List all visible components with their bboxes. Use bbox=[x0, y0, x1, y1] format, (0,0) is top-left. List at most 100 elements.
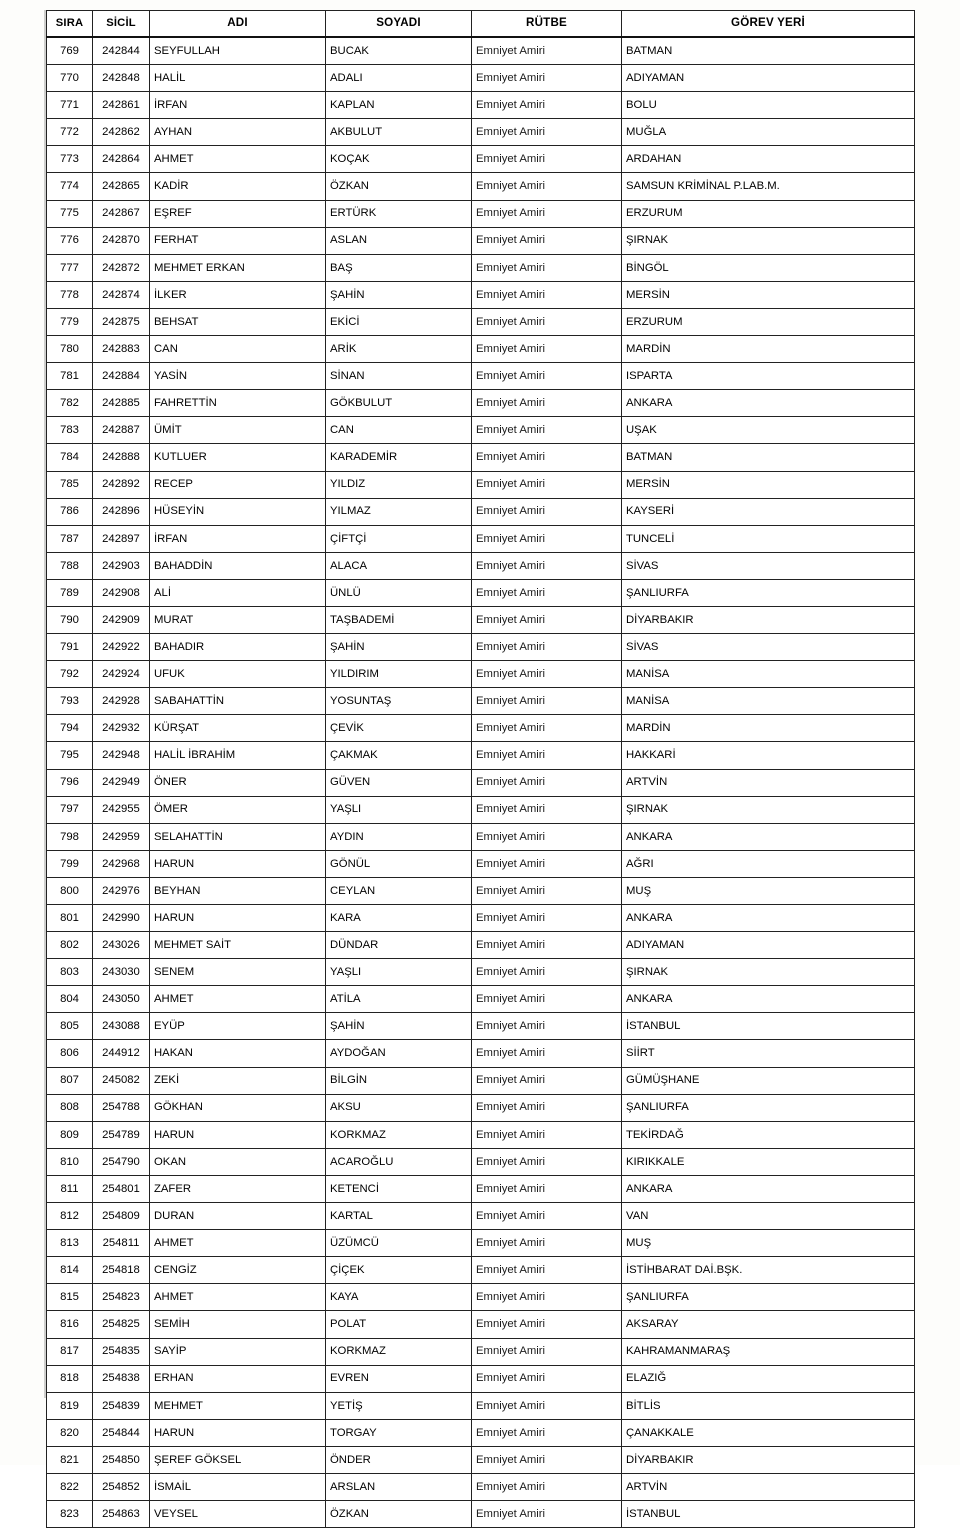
cell-rutbe: Emniyet Amiri bbox=[471, 1093, 622, 1122]
cell-sira: 777 bbox=[46, 253, 93, 282]
cell-adi: AHMET bbox=[149, 1283, 326, 1312]
cell-adi: KADİR bbox=[149, 172, 326, 201]
cell-soyadi: BAŞ bbox=[325, 253, 472, 282]
cell-rutbe: Emniyet Amiri bbox=[471, 1337, 622, 1366]
cell-sicil: 242884 bbox=[92, 362, 150, 391]
cell-sira: 769 bbox=[46, 36, 93, 66]
cell-soyadi: ÇİFTÇİ bbox=[325, 524, 472, 553]
cell-adi: FERHAT bbox=[149, 226, 326, 255]
cell-rutbe: Emniyet Amiri bbox=[471, 1418, 622, 1447]
cell-rutbe: Emniyet Amiri bbox=[471, 849, 622, 878]
cell-sicil: 242924 bbox=[92, 660, 150, 689]
cell-adi: SENEM bbox=[149, 958, 326, 987]
cell-rutbe: Emniyet Amiri bbox=[471, 1364, 622, 1393]
cell-soyadi: ÇİÇEK bbox=[325, 1256, 472, 1285]
cell-soyadi: ACAROĞLU bbox=[325, 1147, 472, 1176]
cell-sira: 821 bbox=[46, 1445, 93, 1474]
cell-rutbe: Emniyet Amiri bbox=[471, 795, 622, 824]
cell-sira: 785 bbox=[46, 470, 93, 499]
cell-gorev-yeri: ÇANAKKALE bbox=[621, 1418, 915, 1447]
cell-sicil: 242883 bbox=[92, 335, 150, 364]
column-header-sicil: SİCİL bbox=[92, 10, 150, 38]
table-row: 812 254809 DURAN KARTAL Emniyet Amiri VAN bbox=[46, 1202, 915, 1231]
table-body: 769 242844 SEYFULLAH BUCAK Emniyet Amiri BATM… bbox=[46, 36, 915, 1528]
cell-sira: 771 bbox=[46, 91, 93, 120]
cell-gorev-yeri: SİVAS bbox=[621, 633, 915, 662]
cell-adi: İLKER bbox=[149, 280, 326, 309]
cell-gorev-yeri: MARDİN bbox=[621, 714, 915, 743]
cell-sira: 822 bbox=[46, 1472, 93, 1502]
cell-soyadi: KETENCİ bbox=[325, 1174, 472, 1204]
cell-adi: HARUN bbox=[149, 1120, 326, 1149]
cell-sira: 789 bbox=[46, 578, 93, 607]
cell-rutbe: Emniyet Amiri bbox=[471, 660, 622, 689]
cell-adi: SAYİP bbox=[149, 1337, 326, 1366]
cell-soyadi: ARİK bbox=[325, 335, 472, 364]
table-row: 797 242955 ÖMER YAŞLI Emniyet Amiri ŞIRNAK bbox=[46, 795, 915, 824]
roster-table-container: SIRA SİCİL ADI SOYADI RÜTBE GÖREV YERİ 7… bbox=[46, 10, 915, 1528]
cell-soyadi: BUCAK bbox=[325, 36, 472, 66]
cell-adi: BAHADIR bbox=[149, 633, 326, 662]
cell-soyadi: POLAT bbox=[325, 1310, 472, 1339]
cell-sicil: 254852 bbox=[92, 1472, 150, 1502]
cell-sicil: 242861 bbox=[92, 91, 150, 120]
cell-gorev-yeri: ELAZIĞ bbox=[621, 1364, 915, 1393]
cell-adi: ÖMER bbox=[149, 795, 326, 824]
cell-sicil: 242872 bbox=[92, 253, 150, 282]
table-row: 793 242928 SABAHATTİN YOSUNTAŞ Emniyet Amiri… bbox=[46, 687, 915, 716]
cell-adi: YASİN bbox=[149, 362, 326, 391]
cell-rutbe: Emniyet Amiri bbox=[471, 64, 622, 93]
cell-sicil: 243026 bbox=[92, 931, 150, 960]
header-row: SIRA SİCİL ADI SOYADI RÜTBE GÖREV YERİ bbox=[46, 10, 915, 38]
cell-gorev-yeri: MUŞ bbox=[621, 1229, 915, 1258]
cell-adi: RECEP bbox=[149, 470, 326, 499]
cell-sira: 797 bbox=[46, 795, 93, 824]
cell-sicil: 254818 bbox=[92, 1256, 150, 1285]
cell-gorev-yeri: MANİSA bbox=[621, 660, 915, 689]
table-row: 811 254801 ZAFER KETENCİ Emniyet Amiri ANKARA bbox=[46, 1174, 915, 1204]
cell-gorev-yeri: BOLU bbox=[621, 91, 915, 120]
cell-rutbe: Emniyet Amiri bbox=[471, 822, 622, 851]
cell-adi: SEYFULLAH bbox=[149, 36, 326, 66]
cell-sira: 814 bbox=[46, 1256, 93, 1285]
cell-adi: İSMAİL bbox=[149, 1472, 326, 1502]
table-row: 779 242875 BEHSAT EKİCİ Emniyet Amiri ERZURUM bbox=[46, 307, 915, 337]
cell-soyadi: KOÇAK bbox=[325, 145, 472, 174]
cell-adi: BEYHAN bbox=[149, 876, 326, 906]
cell-soyadi: KAYA bbox=[325, 1283, 472, 1312]
column-header-soyadi: SOYADI bbox=[325, 10, 472, 38]
cell-sira: 802 bbox=[46, 931, 93, 960]
cell-gorev-yeri: ARDAHAN bbox=[621, 145, 915, 174]
cell-sicil: 242922 bbox=[92, 633, 150, 662]
table-row: 822 254852 İSMAİL ARSLAN Emniyet Amiri ARTVİN bbox=[46, 1472, 915, 1502]
cell-soyadi: ÇEVİK bbox=[325, 714, 472, 743]
cell-soyadi: ADALI bbox=[325, 64, 472, 93]
cell-rutbe: Emniyet Amiri bbox=[471, 1391, 622, 1420]
cell-rutbe: Emniyet Amiri bbox=[471, 1012, 622, 1041]
cell-sicil: 254811 bbox=[92, 1229, 150, 1258]
cell-adi: HALİL İBRAHİM bbox=[149, 741, 326, 770]
cell-soyadi: YILMAZ bbox=[325, 497, 472, 526]
cell-sicil: 242968 bbox=[92, 849, 150, 878]
cell-adi: KUTLUER bbox=[149, 443, 326, 472]
cell-adi: UFUK bbox=[149, 660, 326, 689]
table-row: 816 254825 SEMİH POLAT Emniyet Amiri AKSARAY bbox=[46, 1310, 915, 1339]
cell-sira: 798 bbox=[46, 822, 93, 851]
cell-rutbe: Emniyet Amiri bbox=[471, 497, 622, 526]
cell-gorev-yeri: MERSİN bbox=[621, 280, 915, 309]
cell-rutbe: Emniyet Amiri bbox=[471, 714, 622, 743]
cell-soyadi: KARADEMİR bbox=[325, 443, 472, 472]
table-row: 795 242948 HALİL İBRAHİM ÇAKMAK Emniyet Amir… bbox=[46, 741, 915, 770]
cell-adi: MEHMET SAİT bbox=[149, 931, 326, 960]
cell-sira: 780 bbox=[46, 335, 93, 364]
cell-sicil: 242848 bbox=[92, 64, 150, 93]
cell-gorev-yeri: AĞRI bbox=[621, 849, 915, 878]
cell-gorev-yeri: KAYSERİ bbox=[621, 497, 915, 526]
cell-soyadi: YAŞLI bbox=[325, 958, 472, 987]
cell-gorev-yeri: BATMAN bbox=[621, 443, 915, 472]
cell-sira: 776 bbox=[46, 226, 93, 255]
table-row: 801 242990 HARUN KARA Emniyet Amiri ANKARA bbox=[46, 903, 915, 933]
cell-sira: 800 bbox=[46, 876, 93, 906]
table-row: 818 254838 ERHAN EVREN Emniyet Amiri ELAZIĞ bbox=[46, 1364, 915, 1393]
cell-sira: 823 bbox=[46, 1500, 93, 1528]
